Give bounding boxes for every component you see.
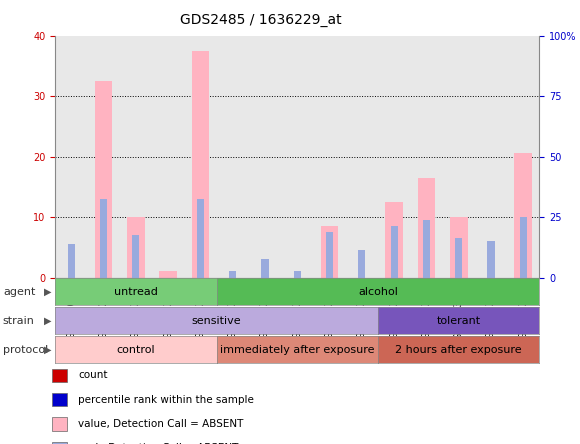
Text: ▶: ▶ bbox=[44, 316, 51, 326]
Bar bbox=[450, 217, 467, 278]
Bar bbox=[358, 250, 365, 278]
Bar bbox=[507, 36, 539, 278]
Bar bbox=[197, 199, 204, 278]
Bar bbox=[423, 220, 430, 278]
Text: immediately after exposure: immediately after exposure bbox=[220, 345, 375, 355]
Bar bbox=[418, 178, 435, 278]
Bar bbox=[127, 217, 144, 278]
Text: ▶: ▶ bbox=[44, 287, 51, 297]
Bar bbox=[514, 154, 532, 278]
Text: protocol: protocol bbox=[3, 345, 48, 355]
Bar bbox=[152, 36, 184, 278]
Text: alcohol: alcohol bbox=[358, 287, 398, 297]
Text: value, Detection Call = ABSENT: value, Detection Call = ABSENT bbox=[78, 419, 244, 429]
Bar bbox=[262, 259, 269, 278]
Bar bbox=[443, 36, 475, 278]
Bar bbox=[55, 36, 88, 278]
Text: GDS2485 / 1636229_at: GDS2485 / 1636229_at bbox=[180, 13, 342, 28]
Bar bbox=[249, 36, 281, 278]
Bar bbox=[119, 36, 152, 278]
Text: 2 hours after exposure: 2 hours after exposure bbox=[396, 345, 522, 355]
Bar bbox=[281, 36, 313, 278]
Bar bbox=[216, 36, 249, 278]
Bar bbox=[455, 238, 462, 278]
Bar bbox=[520, 217, 527, 278]
Bar bbox=[346, 36, 378, 278]
Bar bbox=[487, 241, 495, 278]
Text: agent: agent bbox=[3, 287, 35, 297]
Bar bbox=[475, 36, 507, 278]
Bar bbox=[378, 36, 410, 278]
Bar bbox=[385, 202, 403, 278]
Text: untread: untread bbox=[114, 287, 158, 297]
Text: count: count bbox=[78, 370, 108, 380]
Text: control: control bbox=[117, 345, 155, 355]
Text: ▶: ▶ bbox=[44, 345, 51, 355]
Text: strain: strain bbox=[3, 316, 35, 326]
Text: percentile rank within the sample: percentile rank within the sample bbox=[78, 395, 254, 404]
Bar bbox=[95, 81, 113, 278]
Bar bbox=[68, 244, 75, 278]
Bar bbox=[160, 271, 177, 278]
Bar bbox=[229, 271, 236, 278]
Text: sensitive: sensitive bbox=[192, 316, 241, 326]
Bar bbox=[132, 235, 139, 278]
Bar bbox=[326, 232, 333, 278]
Bar bbox=[390, 226, 398, 278]
Bar bbox=[313, 36, 346, 278]
Bar bbox=[191, 51, 209, 278]
Bar bbox=[410, 36, 443, 278]
Text: tolerant: tolerant bbox=[437, 316, 481, 326]
Bar bbox=[184, 36, 216, 278]
Bar bbox=[88, 36, 119, 278]
Bar bbox=[321, 226, 338, 278]
Bar bbox=[293, 271, 301, 278]
Bar bbox=[100, 199, 107, 278]
